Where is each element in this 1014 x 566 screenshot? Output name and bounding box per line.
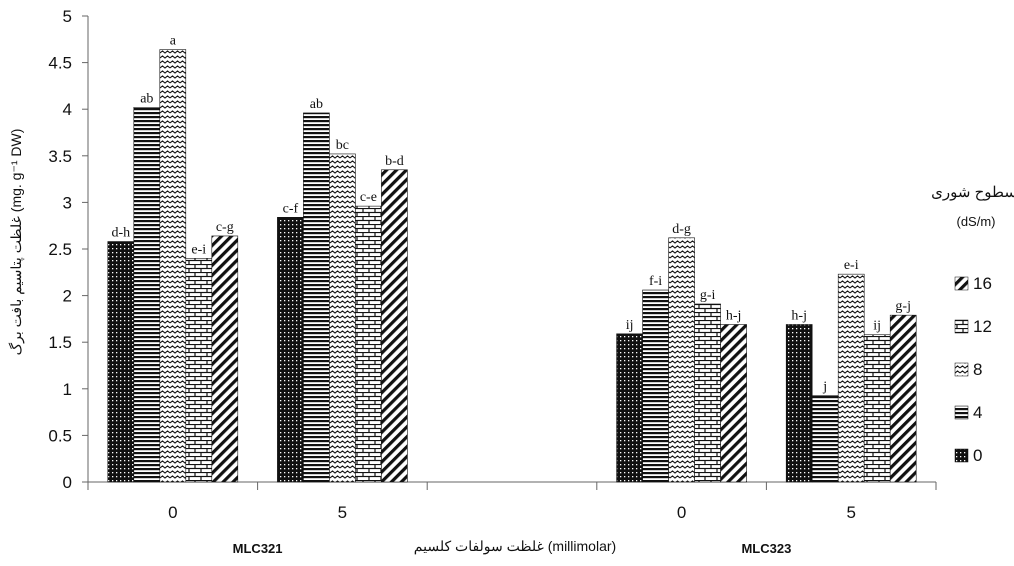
y-tick-label: 2.5 <box>48 240 72 259</box>
bar-data-label: h-j <box>791 308 807 323</box>
legend-label: 8 <box>973 360 982 379</box>
bar <box>185 258 213 483</box>
y-tick-label: 1.5 <box>48 333 72 352</box>
y-tick-label: 0.5 <box>48 426 72 445</box>
group-label: MLC321 <box>233 541 283 556</box>
bar <box>303 112 330 483</box>
bar-data-label: b-d <box>385 154 404 169</box>
bar-data-label: f-i <box>649 274 662 289</box>
bar-data-label: h-j <box>726 308 742 323</box>
y-axis-title: غلظت پتاسیم بافت برگ (mg. g⁻¹ DW) <box>8 129 25 356</box>
y-tick-label: 1 <box>63 380 72 399</box>
bar <box>642 289 669 483</box>
bar-data-label: ab <box>140 91 153 106</box>
bar <box>668 237 695 483</box>
x-tick-label: 5 <box>846 503 855 522</box>
bar-data-label: e-i <box>844 258 859 273</box>
legend-swatch <box>954 276 969 291</box>
y-tick-label: 4.5 <box>48 54 72 73</box>
bar <box>863 334 891 483</box>
bar <box>616 333 643 483</box>
bar-data-label: ij <box>626 318 634 333</box>
bar-data-label: ab <box>310 97 323 112</box>
y-tick-label: 2 <box>63 287 72 306</box>
bar-data-label: d-g <box>672 222 691 237</box>
bar <box>694 303 721 483</box>
legend-label: 4 <box>973 403 982 422</box>
legend-swatch <box>954 448 969 463</box>
bar-data-label: c-e <box>360 190 377 205</box>
bar <box>329 153 356 483</box>
bar <box>720 324 747 483</box>
bar <box>211 235 239 483</box>
y-axis: 0 0.5 1 1.5 2 2.5 3 3.5 4 4.5 5 <box>48 7 89 492</box>
x-tick-label: 5 <box>338 503 347 522</box>
bar <box>277 217 304 483</box>
bar-data-label: e-i <box>191 242 206 257</box>
x-axis-title: غلظت سولفات کلسیم (millimolar) <box>414 538 616 555</box>
bar-data-label: c-g <box>216 220 234 235</box>
y-tick-label: 5 <box>63 7 72 26</box>
legend-swatch <box>954 319 969 334</box>
bar <box>785 324 813 483</box>
bar <box>355 205 382 483</box>
bar-data-label: j <box>822 379 827 394</box>
legend-title: سطوح شوری <box>931 184 1014 201</box>
group-label: MLC323 <box>741 541 791 556</box>
bar-data-label: a <box>170 34 177 49</box>
legend-swatch <box>954 362 969 377</box>
bar-labels: d-h ab a e-i c-g c-f ab bc c-e b-d ij f-i d-g g-i h-j h… <box>111 34 911 395</box>
legend-subtitle: (dS/m) <box>957 214 996 229</box>
x-tick-label: 0 <box>677 503 686 522</box>
y-tick-label: 3.5 <box>48 147 72 166</box>
legend-label: 16 <box>973 274 992 293</box>
y-tick-label: 4 <box>63 100 72 119</box>
bar-data-label: c-f <box>283 201 299 216</box>
legend-label: 0 <box>973 446 982 465</box>
legend: سطوح شوری (dS/m) 16 12 8 4 0 <box>931 184 1014 465</box>
legend-swatch <box>954 405 969 420</box>
bar <box>159 49 187 483</box>
bar-data-label: bc <box>336 138 349 153</box>
y-tick-label: 3 <box>63 193 72 212</box>
bar <box>811 395 839 483</box>
y-tick-label: 0 <box>63 473 72 492</box>
legend-label: 12 <box>973 317 992 336</box>
x-tick-label: 0 <box>168 503 177 522</box>
bar <box>837 273 865 483</box>
bar-data-label: g-i <box>700 288 716 303</box>
bar-data-label: ij <box>873 319 881 334</box>
bars <box>107 49 917 483</box>
bar-data-label: g-j <box>895 299 911 314</box>
bar <box>889 314 917 483</box>
bar <box>133 107 161 483</box>
bar <box>107 241 135 483</box>
bar <box>381 169 408 483</box>
bar-data-label: d-h <box>111 226 130 241</box>
